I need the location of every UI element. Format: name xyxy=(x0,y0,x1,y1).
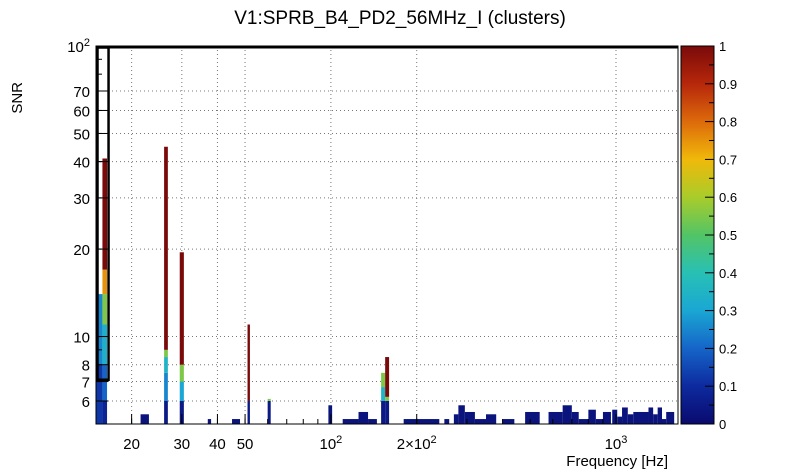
heatmap-cell xyxy=(588,409,596,424)
colorbar-tick-label: 0.9 xyxy=(719,77,737,92)
y-tick-label: 7 xyxy=(82,375,90,392)
x-tick-label: 40 xyxy=(209,436,226,453)
heatmap-cell xyxy=(381,400,386,424)
heatmap-cell xyxy=(622,407,628,424)
y-tick-label: 8 xyxy=(82,358,90,375)
heatmap-cell xyxy=(164,146,168,350)
heatmap-cell xyxy=(179,364,184,382)
heatmap-cell xyxy=(474,419,487,424)
heatmap-cell xyxy=(657,407,663,424)
heatmap-cell xyxy=(525,411,540,424)
heatmap-cell xyxy=(140,414,149,424)
x-tick-label: 30 xyxy=(173,436,190,453)
y-tick-label: 102 xyxy=(67,37,90,56)
heatmap-cell xyxy=(358,411,369,424)
colorbar-tick-label: 0.5 xyxy=(719,228,737,243)
y-tick-label: 30 xyxy=(73,191,90,208)
outlined-boxes xyxy=(96,45,678,382)
heatmap-cell xyxy=(368,419,377,424)
heatmap-cell xyxy=(648,407,654,424)
colorbar-axis: 0 0.1 0.2 0.3 0.4 0.5 0.6 0.7 0.8 0.9 1 xyxy=(705,39,737,432)
heatmap-cell xyxy=(96,294,103,365)
heatmap-cells xyxy=(96,146,675,424)
heatmap-cell xyxy=(602,411,611,424)
x-tick-label: 2×102 xyxy=(397,434,437,453)
heatmap-cell xyxy=(653,414,658,424)
heatmap-cell xyxy=(403,419,440,424)
heatmap-cell xyxy=(102,294,108,325)
heatmap-cell xyxy=(381,387,386,401)
heatmap-cell xyxy=(102,324,108,365)
heatmap-cell xyxy=(458,405,465,424)
x-tick-label: 20 xyxy=(123,436,140,453)
heatmap-cell xyxy=(102,364,108,401)
colorbar-tick-label: 0.2 xyxy=(719,341,737,356)
heatmap-cell xyxy=(617,416,623,424)
heatmap-cell xyxy=(328,405,333,424)
x-axis: 20 30 40 50 102 2×102 103 xyxy=(123,414,627,453)
plot-frame xyxy=(95,45,679,425)
colorbar-tick-label: 0.6 xyxy=(719,190,737,205)
heatmap-cell xyxy=(96,364,103,424)
heatmap-cell xyxy=(612,409,618,424)
heatmap-cell xyxy=(179,381,184,401)
heatmap-cell xyxy=(548,411,563,424)
x-tick-label: 103 xyxy=(605,434,628,453)
heatmap-cell xyxy=(267,398,271,401)
heatmap-cell xyxy=(627,414,634,424)
heatmap-cell xyxy=(342,419,359,424)
colorbar-tick-label: 0.1 xyxy=(719,379,737,394)
heatmap-cell xyxy=(179,400,184,424)
colorbar-tick-label: 0.3 xyxy=(719,304,737,319)
y-tick-label: 20 xyxy=(73,242,90,259)
heatmap-cell xyxy=(662,419,667,424)
heatmap-cell xyxy=(571,411,579,424)
colorbar-tick-label: 0 xyxy=(719,417,726,432)
colorbar-tick-label: 1 xyxy=(719,39,726,54)
y-tick-label: 50 xyxy=(73,126,90,143)
y-tick-label: 60 xyxy=(73,103,90,120)
heatmap-cell xyxy=(164,400,168,424)
heatmap-cell xyxy=(102,269,108,295)
heatmap-cell xyxy=(102,158,108,270)
heatmap-cell xyxy=(381,372,386,388)
heatmap-cell xyxy=(486,414,497,424)
heatmap-cell xyxy=(164,349,168,358)
heatmap-cell xyxy=(502,419,515,424)
heatmap-cell xyxy=(179,252,184,365)
heatmap-cell xyxy=(247,324,250,401)
heatmap-cell xyxy=(247,400,250,424)
x-tick-label: 50 xyxy=(237,436,254,453)
heatmap-cell xyxy=(164,372,168,401)
heatmap-cell xyxy=(267,400,271,424)
heatmap-cell xyxy=(444,419,450,424)
heatmap-cell xyxy=(453,414,459,424)
heatmap-cell xyxy=(578,419,589,424)
x-axis-label: Frequency [Hz] xyxy=(566,453,668,470)
heatmap-cell xyxy=(102,400,108,424)
heatmap-cell xyxy=(595,419,603,424)
colorbar-tick-label: 0.8 xyxy=(719,115,737,130)
heatmap-cell xyxy=(385,357,390,397)
x-tick-label: 102 xyxy=(319,434,342,453)
heatmap-cell xyxy=(232,419,241,424)
heatmap-cell xyxy=(385,396,390,401)
heatmap-cell xyxy=(666,411,675,424)
y-tick-label: 10 xyxy=(73,330,90,347)
heatmap-cell xyxy=(562,405,572,424)
y-tick-label: 6 xyxy=(82,394,90,411)
heatmap-cell xyxy=(164,357,168,373)
colorbar-tick-label: 0.7 xyxy=(719,152,737,167)
colorbar-tick-label: 0.4 xyxy=(719,266,737,281)
heatmap-cell xyxy=(385,400,390,424)
y-tick-label: 40 xyxy=(73,155,90,172)
chart-title: V1:SPRB_B4_PD2_56MHz_I (clusters) xyxy=(234,8,566,29)
heatmap-cell xyxy=(633,411,649,424)
heatmap-cell xyxy=(207,419,212,424)
y-axis-label: SNR xyxy=(9,82,26,114)
y-tick-label: 70 xyxy=(73,84,90,101)
heatmap-cell xyxy=(464,411,475,424)
